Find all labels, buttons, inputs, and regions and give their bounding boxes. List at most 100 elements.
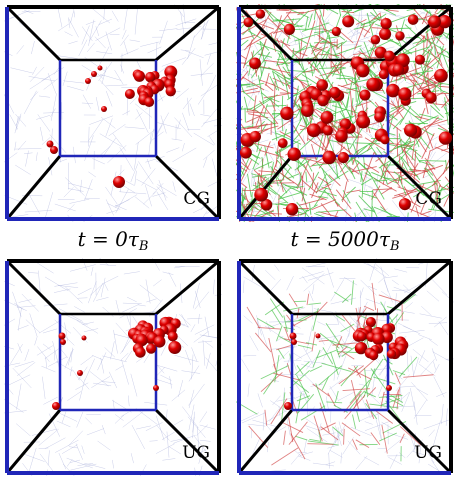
polymer-strand bbox=[347, 367, 372, 380]
mesh-strand bbox=[130, 373, 138, 397]
polymer-strand bbox=[276, 159, 295, 179]
mesh-strand bbox=[14, 115, 22, 134]
polymer-strand bbox=[298, 198, 325, 206]
mesh-strand bbox=[90, 7, 111, 24]
mesh-strand bbox=[58, 452, 67, 470]
mesh-strand bbox=[356, 307, 359, 330]
polymer-strand bbox=[369, 403, 399, 409]
mesh-strand bbox=[95, 26, 100, 37]
polymer-strand bbox=[295, 105, 303, 118]
mesh-strand bbox=[192, 416, 195, 433]
mesh-strand bbox=[196, 424, 209, 436]
polymer-strand bbox=[351, 76, 383, 84]
mesh-strand bbox=[65, 286, 83, 304]
mesh-strand bbox=[258, 118, 267, 122]
mesh-strand bbox=[59, 412, 78, 422]
mesh-strand bbox=[134, 103, 153, 118]
mesh-strand bbox=[303, 439, 307, 453]
mesh-strand bbox=[203, 157, 208, 168]
nanoparticle-sphere bbox=[60, 339, 66, 345]
polymer-strand bbox=[257, 75, 265, 104]
polymer-strand bbox=[439, 185, 451, 192]
mesh-strand bbox=[327, 267, 334, 288]
polymer-strand bbox=[433, 92, 454, 95]
nanoparticle-sphere bbox=[168, 341, 182, 354]
panel-label-cg-t5000: CG bbox=[415, 189, 442, 209]
nanoparticle-sphere bbox=[144, 97, 155, 108]
mesh-strand bbox=[418, 334, 432, 341]
mesh-strand bbox=[338, 421, 344, 438]
mesh-strand bbox=[37, 346, 50, 362]
polymer-strand bbox=[306, 60, 320, 73]
polymer-strand bbox=[309, 438, 321, 442]
mesh-strand bbox=[38, 447, 49, 449]
mesh-strand bbox=[191, 354, 194, 380]
polymer-strand bbox=[298, 103, 308, 127]
mesh-strand bbox=[305, 425, 321, 431]
polymer-strand bbox=[298, 39, 301, 55]
polymer-strand bbox=[236, 77, 245, 80]
nanoparticle-sphere bbox=[368, 350, 379, 361]
polymer-strand bbox=[301, 175, 304, 190]
polymer-strand bbox=[360, 16, 382, 27]
nanoparticle-sphere bbox=[398, 198, 411, 211]
mesh-strand bbox=[411, 382, 428, 401]
polymer-strand bbox=[319, 332, 340, 349]
mesh-strand bbox=[57, 7, 63, 28]
nanoparticle-sphere bbox=[164, 65, 178, 79]
mesh-strand bbox=[43, 396, 58, 405]
polymer-strand bbox=[288, 8, 310, 18]
nanoparticle-sphere bbox=[249, 130, 261, 143]
polymer-strand bbox=[383, 170, 399, 174]
mesh-strand bbox=[436, 392, 447, 397]
polymer-strand bbox=[263, 373, 278, 395]
mesh-strand bbox=[134, 170, 137, 186]
mesh-strand bbox=[112, 399, 115, 409]
mesh-strand bbox=[135, 112, 143, 120]
mesh-strand bbox=[256, 315, 262, 336]
mesh-strand bbox=[160, 374, 172, 381]
mesh-strand bbox=[36, 115, 51, 120]
mesh-strand bbox=[323, 335, 336, 360]
caption-left-text: t = 0τ bbox=[77, 227, 139, 251]
mesh-strand bbox=[168, 446, 182, 455]
nanoparticle-sphere bbox=[144, 71, 156, 83]
mesh-strand bbox=[149, 440, 158, 442]
mesh-strand bbox=[243, 315, 253, 324]
mesh-strand bbox=[88, 119, 103, 142]
polymer-strand bbox=[412, 77, 415, 99]
polymer-strand bbox=[351, 166, 377, 173]
mesh-strand bbox=[166, 147, 180, 153]
mesh-strand bbox=[131, 424, 145, 450]
mesh-strand bbox=[130, 163, 139, 183]
mesh-strand bbox=[283, 387, 285, 399]
polymer-strand bbox=[302, 68, 318, 74]
mesh-strand bbox=[114, 414, 125, 424]
mesh-strand bbox=[342, 437, 354, 455]
nanoparticle-sphere bbox=[438, 131, 453, 145]
mesh-strand bbox=[199, 411, 208, 423]
mesh-strand bbox=[200, 439, 211, 442]
panel-cg-t0-svg: CG bbox=[4, 4, 222, 222]
mesh-strand bbox=[156, 425, 170, 441]
polymer-strand bbox=[346, 97, 350, 109]
polymer-strand bbox=[290, 120, 312, 144]
nanoparticle-sphere bbox=[398, 87, 412, 101]
mesh-strand bbox=[433, 420, 441, 446]
mesh-strand bbox=[441, 403, 444, 425]
mesh-strand bbox=[266, 129, 284, 135]
polymer-strand bbox=[257, 53, 273, 58]
mesh-strand bbox=[22, 453, 45, 462]
polymer-strand bbox=[425, 30, 433, 50]
nanoparticle-sphere bbox=[374, 46, 387, 59]
mesh-strand bbox=[10, 10, 30, 19]
polymer-strand bbox=[264, 145, 270, 169]
polymer-strand bbox=[327, 392, 337, 407]
polymer-strand bbox=[348, 145, 368, 163]
mesh-strand bbox=[68, 40, 78, 45]
polymer-strand bbox=[380, 301, 394, 323]
polymer-strand bbox=[256, 317, 275, 329]
mesh-strand bbox=[12, 214, 29, 218]
mesh-strand bbox=[37, 114, 51, 132]
mesh-strand bbox=[400, 385, 416, 388]
